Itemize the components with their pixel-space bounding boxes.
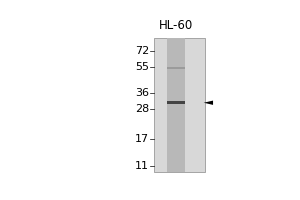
- Text: 72: 72: [135, 46, 149, 56]
- Polygon shape: [204, 101, 213, 105]
- Bar: [167, 38, 184, 172]
- Text: 11: 11: [135, 161, 149, 171]
- Text: 28: 28: [135, 104, 149, 114]
- Text: 36: 36: [135, 88, 149, 98]
- Text: 55: 55: [135, 62, 149, 72]
- Text: HL-60: HL-60: [159, 19, 193, 32]
- Bar: [154, 38, 205, 172]
- Bar: [167, 101, 184, 104]
- Text: 17: 17: [135, 134, 149, 144]
- Bar: [167, 67, 184, 69]
